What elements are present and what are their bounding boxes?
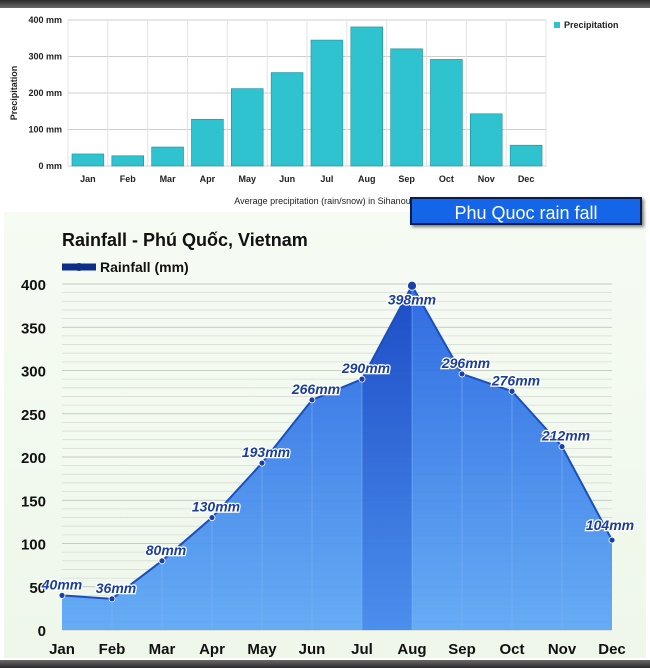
data-point (208, 514, 216, 521)
y-tick-label: 150 (21, 493, 46, 510)
data-label: 266mm (291, 381, 340, 397)
x-tick-label: Feb (120, 174, 137, 184)
precipitation-bar (151, 146, 184, 167)
data-label: 193mm (242, 444, 290, 460)
y-tick-label: 0 mm (38, 161, 62, 171)
data-label: 398mm (388, 292, 436, 308)
x-tick-label: Apr (199, 641, 225, 658)
x-tick-label: Dec (598, 641, 626, 658)
x-tick-label: Jun (299, 641, 326, 658)
x-tick-label: Jul (320, 174, 333, 184)
precipitation-bar (470, 113, 503, 167)
data-label: 290mm (341, 360, 390, 376)
y-tick-label: 250 (21, 407, 46, 424)
x-tick-label: Feb (99, 641, 126, 658)
precipitation-bar (270, 72, 304, 167)
y-tick-label: 300 mm (28, 52, 62, 62)
data-point (308, 396, 316, 404)
data-label: 40mm (41, 576, 82, 592)
rainfall-area (62, 285, 612, 630)
x-tick-label: May (238, 174, 256, 184)
x-tick-label: Jun (279, 174, 295, 184)
precipitation-bar (350, 26, 383, 167)
data-point (458, 370, 466, 378)
data-label: 296mm (441, 355, 490, 371)
x-tick-label: Mar (160, 174, 177, 184)
x-tick-label: Jan (49, 641, 75, 658)
x-axis-title: Average precipitation (rain/snow) in Sih… (234, 196, 459, 206)
data-point (558, 443, 566, 451)
data-point (108, 595, 116, 603)
rainfall-line (61, 283, 613, 600)
y-tick-label: 100 (21, 537, 46, 554)
data-label: 276mm (491, 372, 540, 388)
precipitation-bar (111, 155, 144, 167)
peak-shading (362, 285, 412, 630)
data-point (608, 536, 616, 544)
rainfall-area-chart-panel: 0 50 100 150 200 250 300 350 400 40mm 36mm 80mm 130m… (4, 212, 646, 658)
banner-label: Phu Quoc rain fall (410, 197, 642, 225)
x-tick-label: Nov (548, 641, 577, 658)
chart-title: Rainfall - Phú Quốc, Vietnam (62, 230, 308, 250)
y-tick-label: 100 mm (28, 125, 62, 135)
precipitation-bar (231, 88, 264, 167)
x-tick-label: Dec (518, 174, 535, 184)
y-tick-label: 400 mm (28, 15, 62, 25)
x-tick-label: Mar (149, 641, 176, 658)
x-tick-label: May (247, 641, 277, 658)
data-point (58, 591, 66, 599)
frame-top-border (0, 0, 650, 8)
data-label: 130mm (192, 499, 240, 515)
precipitation-bar (390, 48, 423, 167)
frame-bottom-border (0, 660, 650, 668)
data-point (358, 375, 366, 383)
y-tick-label: 0 (38, 623, 46, 640)
precipitation-bar (509, 144, 543, 167)
y-tick-label: 50 (29, 580, 46, 597)
data-point (158, 557, 166, 565)
legend-marker (75, 263, 83, 271)
x-tick-label: Oct (439, 174, 454, 184)
data-label: 80mm (146, 542, 186, 558)
x-tick-label: Nov (478, 174, 495, 184)
x-tick-label: Aug (358, 174, 376, 184)
precipitation-bar (430, 59, 463, 167)
precipitation-bar-chart: 0 mm 100 mm 200 mm 300 mm 400 mm Jan Feb Mar Apr… (9, 15, 619, 206)
x-tick-label: Oct (499, 641, 524, 658)
x-tick-label: Aug (397, 641, 426, 658)
x-tick-label: Jul (351, 641, 373, 658)
legend-label: Precipitation (564, 20, 619, 30)
data-point (258, 459, 266, 467)
precipitation-bar (191, 118, 224, 167)
x-tick-label: Apr (200, 174, 216, 184)
x-tick-label: Jan (80, 174, 96, 184)
y-tick-label: 200 mm (28, 88, 62, 98)
y-tick-label: 300 (21, 364, 46, 381)
x-tick-label: Sep (448, 641, 476, 658)
data-label: 36mm (96, 580, 136, 596)
data-label: 212mm (541, 428, 590, 444)
precipitation-bar (310, 39, 344, 167)
data-point (508, 387, 516, 395)
y-axis-title: Precipitation (9, 66, 19, 121)
precipitation-bar (71, 153, 105, 167)
y-tick-label: 350 (21, 320, 46, 337)
y-tick-label: 400 (21, 277, 46, 294)
y-tick-label: 200 (21, 450, 46, 467)
rainfall-area-chart: 0 50 100 150 200 250 300 350 400 40mm 36mm 80mm 130m… (21, 230, 635, 658)
legend-label: Rainfall (mm) (100, 259, 189, 275)
legend-swatch (554, 22, 560, 28)
data-point (407, 280, 417, 291)
x-tick-label: Sep (398, 174, 415, 184)
data-label: 104mm (586, 517, 634, 533)
precipitation-bar-chart-panel: 0 mm 100 mm 200 mm 300 mm 400 mm Jan Feb Mar Apr… (6, 12, 644, 212)
